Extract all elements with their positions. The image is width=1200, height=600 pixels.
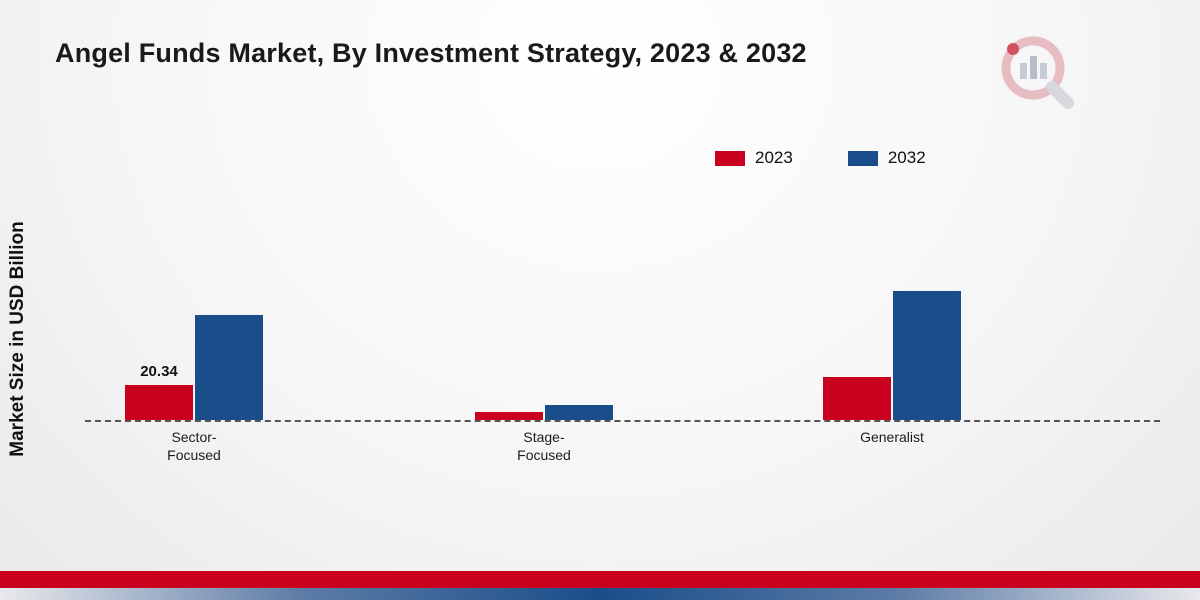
y-axis-label: Market Size in USD Billion [7,221,28,457]
bar-2023-sector-focused [125,385,193,420]
bar-2032-sector-focused [195,315,263,420]
legend-item-2023: 2023 [715,148,793,168]
bar-group-stage-focused [475,80,613,420]
category-label-stage-focused: Stage- Focused [517,429,571,463]
plot-area: Sector- Focused 20.34 Stage- Focused Generali… [85,80,1160,463]
legend-label-2023: 2023 [755,148,793,167]
bar-2023-generalist [823,377,891,420]
bar-2023-stage-focused [475,412,543,420]
category-label-generalist: Generalist [860,429,924,445]
bar-2032-generalist [893,291,961,420]
legend-label-2032: 2032 [887,148,926,167]
brand-logo-icon [1001,36,1074,109]
bar-2032-stage-focused [545,405,613,420]
category-label-sector-focused: Sector- Focused [167,429,221,463]
footer-blue-stripe [0,588,1200,600]
legend-swatch-2032 [847,150,878,166]
legend: 2023 2032 [715,148,926,168]
legend-item-2032: 2032 [847,148,926,168]
bar-group-sector-focused: 20.34 [125,80,263,420]
footer-red-stripe [0,571,1200,588]
bar-group-generalist [823,80,961,420]
bar-value-label: 20.34 [140,363,178,380]
chart-title: Angel Funds Market, By Investment Strate… [55,38,807,68]
legend-swatch-2023 [715,150,745,166]
